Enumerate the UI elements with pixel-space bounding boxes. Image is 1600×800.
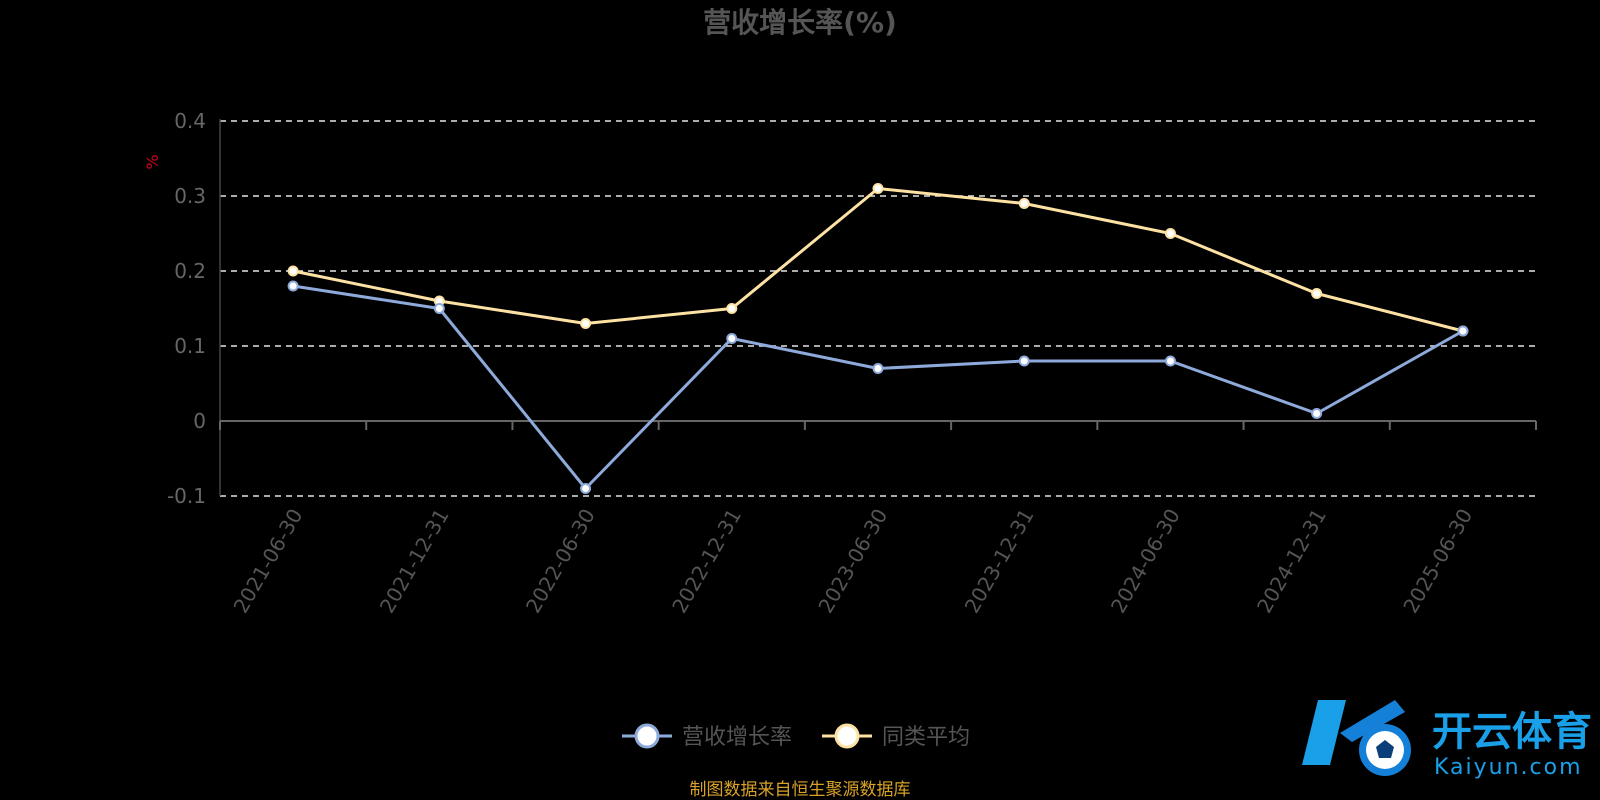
logo-text: 开云体育 <box>1432 709 1592 755</box>
series-line-peer-average <box>292 187 1464 333</box>
data-point-revenue-growth[interactable] <box>1457 325 1469 337</box>
data-point-peer-average[interactable] <box>1164 228 1176 239</box>
data-point-revenue-growth[interactable] <box>872 363 884 374</box>
legend-marker-revenue-growth <box>634 723 660 749</box>
data-point-peer-average[interactable] <box>580 318 592 329</box>
data-point-revenue-growth[interactable] <box>1018 355 1030 367</box>
x-tick-label: 2025-06-30 <box>1398 505 1477 618</box>
legend-item-peer-average[interactable]: 同类平均 <box>822 723 970 750</box>
x-tick-label: 2023-06-30 <box>813 505 892 618</box>
x-tick-label: 2022-12-31 <box>667 505 746 618</box>
logo-k-ball-icon <box>1302 700 1411 776</box>
data-point-peer-average[interactable] <box>872 183 884 194</box>
data-point-peer-average[interactable] <box>287 265 299 277</box>
legend-item-revenue-growth[interactable]: 营收增长率 <box>622 723 792 750</box>
legend[interactable]: 营收增长率 同类平均 <box>622 723 970 750</box>
chart-title: 营收增长率(%) <box>703 6 897 39</box>
data-point-peer-average[interactable] <box>1018 198 1030 209</box>
axes <box>219 119 1537 496</box>
grid-lines <box>220 120 1536 497</box>
series-lines <box>287 183 1469 494</box>
x-tick-label: 2022-06-30 <box>521 505 600 618</box>
x-tick-label: 2024-12-31 <box>1252 505 1331 618</box>
data-point-revenue-growth[interactable] <box>580 483 592 494</box>
data-point-revenue-growth[interactable] <box>1164 355 1176 367</box>
y-tick-label: 0.1 <box>174 334 206 358</box>
x-tick-label: 2023-12-31 <box>960 505 1039 618</box>
data-point-peer-average[interactable] <box>726 303 738 314</box>
y-tick-label: 0.4 <box>174 109 206 133</box>
y-tick-label: 0.2 <box>174 259 206 283</box>
logo-sub: Kaiyun.com <box>1434 755 1583 780</box>
source-note: 制图数据来自恒生聚源数据库 <box>690 780 911 800</box>
kaiyun-logo[interactable]: 开云体育 Kaiyun.com <box>1302 700 1592 780</box>
x-tick-label: 2021-12-31 <box>375 505 454 618</box>
y-tick-label: 0.3 <box>174 184 206 208</box>
x-tick-label: 2021-06-30 <box>229 505 308 618</box>
legend-label-revenue-growth: 营收增长率 <box>682 725 792 750</box>
data-point-peer-average[interactable] <box>1311 288 1323 299</box>
series-line-revenue-growth <box>292 284 1464 490</box>
y-tick-label: -0.1 <box>167 484 206 508</box>
legend-label-peer-average: 同类平均 <box>882 725 970 750</box>
y-tick-label: 0 <box>193 409 206 433</box>
data-point-revenue-growth[interactable] <box>287 280 299 292</box>
legend-marker-peer-average <box>834 723 860 749</box>
x-tick-labels: 2021-06-30 2021-12-31 2022-06-30 2022-12-31… <box>229 505 1478 618</box>
data-point-revenue-growth[interactable] <box>1311 408 1323 419</box>
data-point-revenue-growth[interactable] <box>433 303 445 314</box>
y-tick-labels: 0.4 0.3 0.2 0.1 0 -0.1 <box>167 109 206 508</box>
x-tick-label: 2024-06-30 <box>1106 505 1185 618</box>
data-point-revenue-growth[interactable] <box>726 333 738 344</box>
y-axis-unit: % <box>143 154 162 169</box>
